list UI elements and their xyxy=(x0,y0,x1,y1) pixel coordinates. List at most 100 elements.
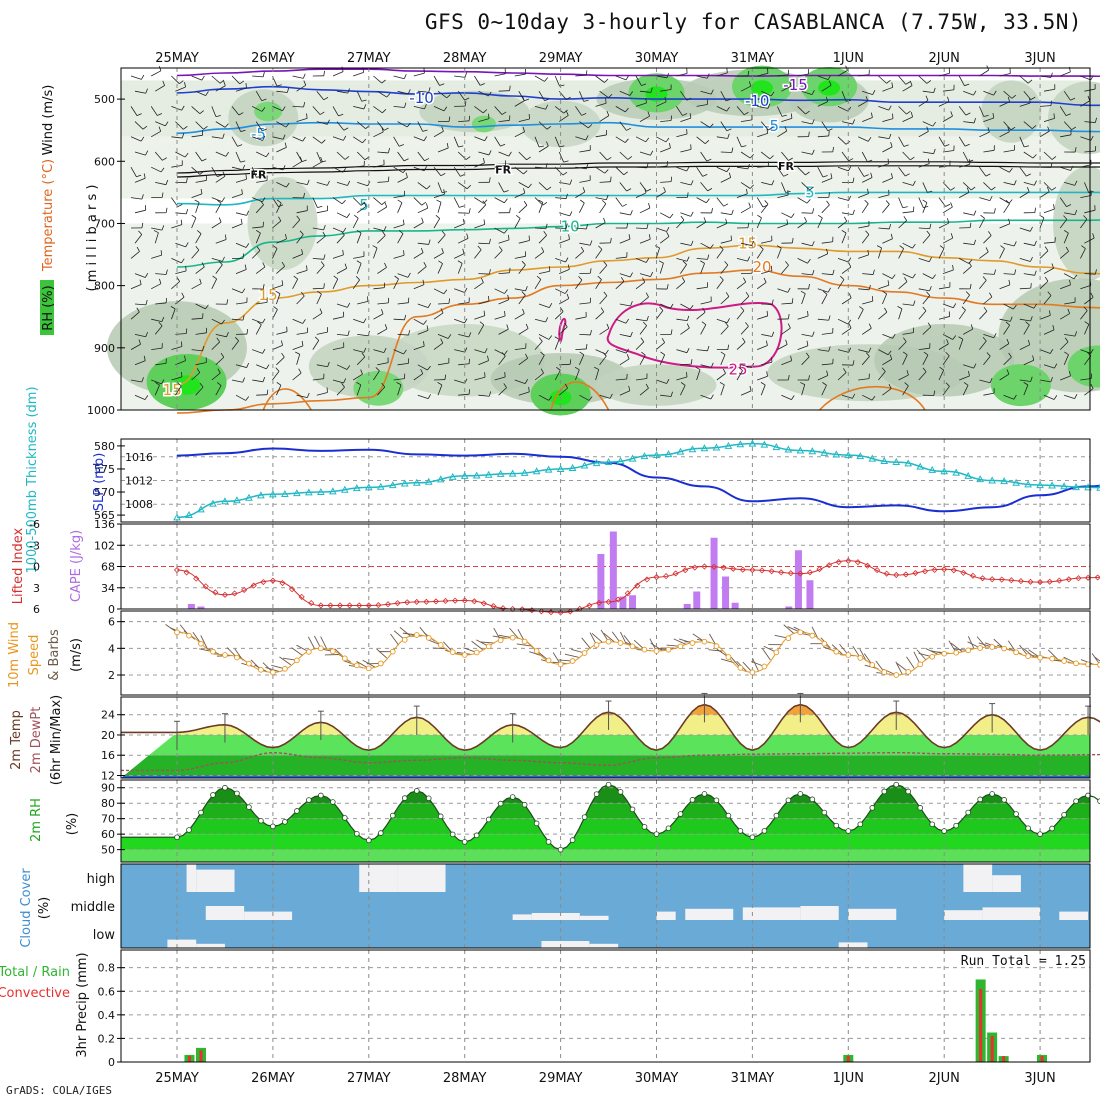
isotherm-label: FR xyxy=(251,169,268,182)
wind-barb xyxy=(830,173,833,179)
wind-barb xyxy=(437,90,447,99)
wind-barb xyxy=(421,201,427,206)
wind-barb xyxy=(826,248,829,254)
wind-barb xyxy=(1013,180,1017,186)
wind-barb xyxy=(353,214,359,219)
wind-barb xyxy=(521,291,526,296)
thickness-marker xyxy=(400,479,409,487)
wind-barb xyxy=(333,275,339,280)
wind-barb xyxy=(720,177,731,183)
wind-barb xyxy=(709,244,714,249)
wind-barb xyxy=(195,90,206,96)
wind-barb xyxy=(562,171,568,176)
rh-marker xyxy=(941,828,947,834)
rh-marker xyxy=(689,797,696,803)
wind-barb xyxy=(659,306,664,311)
wind-barb xyxy=(801,182,810,191)
wind-barb xyxy=(599,394,611,399)
wind-barb xyxy=(882,290,887,295)
wind-barb xyxy=(822,382,827,386)
cloud-frame xyxy=(120,863,1091,949)
wind-barb xyxy=(575,250,584,259)
wind-barb xyxy=(1023,242,1035,246)
wind-barb xyxy=(299,156,303,162)
lifted-index-marker xyxy=(663,573,670,580)
wind-barb xyxy=(580,199,585,204)
wind-barb xyxy=(474,315,485,320)
wind-barb xyxy=(252,349,263,354)
wind-barb xyxy=(680,303,691,310)
wind-barb xyxy=(518,151,527,161)
wind-barb xyxy=(986,352,991,357)
precip-tick-label: 0 xyxy=(108,1056,115,1069)
wind-barb xyxy=(872,89,876,95)
wind-barb xyxy=(303,192,305,198)
wind-barb xyxy=(654,245,660,249)
wind-barb xyxy=(979,197,991,202)
wind-barb xyxy=(635,102,647,107)
wind-barb xyxy=(373,197,383,206)
wind-barb xyxy=(432,647,447,650)
wind-barb xyxy=(776,245,782,249)
lifted-index-marker xyxy=(384,601,392,608)
wind-barb xyxy=(983,182,992,191)
wind-barb xyxy=(1049,310,1051,316)
wind-barb xyxy=(255,121,263,132)
wind-barb xyxy=(338,113,344,117)
wind-barb xyxy=(858,100,868,107)
wind-barb xyxy=(630,301,633,307)
wind-barb xyxy=(797,345,809,350)
wind-barb xyxy=(151,283,162,290)
wind-barb xyxy=(601,199,607,205)
wind-speed-marker xyxy=(294,657,300,664)
wind-barb xyxy=(160,250,163,256)
isotherm-label: -15 xyxy=(783,76,808,94)
wind-barb xyxy=(130,284,142,290)
wind-barb xyxy=(262,135,266,141)
wind-barb xyxy=(858,225,870,229)
wind-barb xyxy=(958,75,965,86)
wind-barb xyxy=(923,351,929,356)
wind-barb xyxy=(199,382,204,388)
wind-barb xyxy=(681,277,686,282)
lifted-index-marker xyxy=(1065,576,1072,583)
wind-barb xyxy=(242,315,245,321)
wind-barb xyxy=(740,364,752,369)
wind-barb xyxy=(606,194,609,200)
wind-barb xyxy=(276,293,281,305)
wind-barb xyxy=(821,273,833,276)
wind-barb xyxy=(670,329,673,335)
temperature-axis-label: Temperature (°C) xyxy=(41,159,56,272)
wind-barb xyxy=(635,227,648,229)
wind-barb xyxy=(306,392,310,398)
wind-barb xyxy=(377,206,387,214)
wind-barb xyxy=(171,224,182,229)
wind-barb xyxy=(534,227,547,230)
wind-barb xyxy=(938,136,945,147)
wind-barb xyxy=(724,261,729,266)
lifted-index-marker xyxy=(749,566,756,574)
wind-barb xyxy=(161,192,164,198)
cape-tick-label: 102 xyxy=(94,539,115,552)
wind-barb xyxy=(397,121,408,128)
wind-barb xyxy=(1024,145,1030,148)
date-label-bottom: 25MAY xyxy=(155,1071,199,1086)
wind-barb xyxy=(244,264,247,270)
wind-barb xyxy=(554,311,564,320)
wind-barb xyxy=(478,300,490,305)
wind-barb xyxy=(478,360,489,366)
wind-barb xyxy=(806,340,809,346)
wind-barb xyxy=(655,342,665,350)
wind-barb xyxy=(161,379,165,385)
wind-barb xyxy=(861,356,870,366)
wind-barb xyxy=(700,260,705,264)
wind-barb xyxy=(433,166,442,177)
wind-barb xyxy=(494,315,506,320)
wind-tick-label: 2 xyxy=(108,669,115,682)
wind-barb xyxy=(579,242,591,246)
wind-barb xyxy=(961,306,966,311)
wind-barb xyxy=(761,334,773,337)
wind-barb xyxy=(343,378,347,384)
wind-barb xyxy=(670,391,673,397)
wind-barb xyxy=(154,85,165,92)
